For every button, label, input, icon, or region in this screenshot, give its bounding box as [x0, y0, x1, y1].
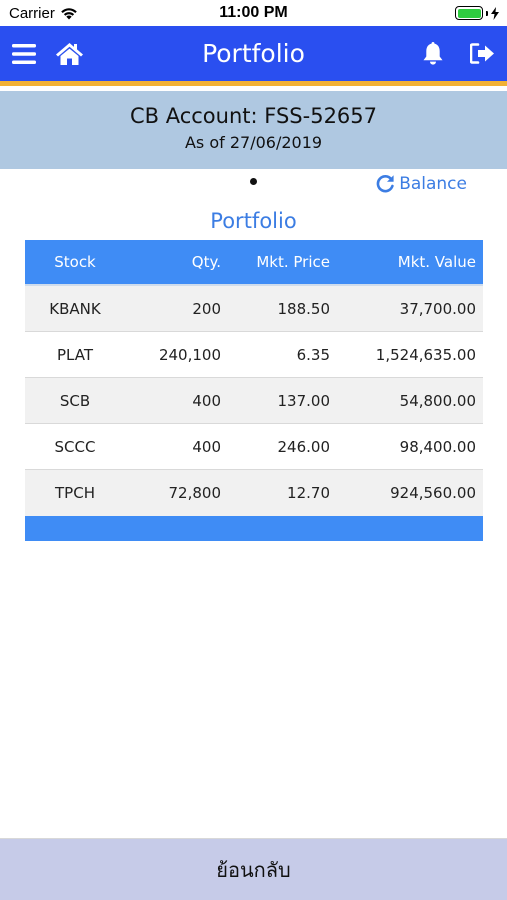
- qty-cell: 200: [192, 299, 221, 318]
- column-header-mkt-value: Mkt. Value: [397, 253, 476, 271]
- price-cell: 137.00: [277, 391, 331, 410]
- account-header: CB Account: FSS-52657 As of 27/06/2019: [0, 91, 507, 169]
- value-cell: 54,800.00: [399, 391, 476, 410]
- price-cell: 6.35: [296, 345, 330, 364]
- home-icon: [55, 42, 83, 65]
- table-row[interactable]: SCB 400 137.00 54,800.00: [25, 378, 483, 424]
- table-row[interactable]: KBANK 200 188.50 37,700.00: [25, 286, 483, 332]
- stock-cell: SCB: [59, 391, 91, 410]
- status-bar: Carrier 11:00 PM: [0, 0, 507, 26]
- value-cell: 98,400.00: [399, 437, 476, 456]
- table-row[interactable]: TPCH 72,800 12.70 924,560.00: [25, 470, 483, 516]
- nav-bar: Portfolio: [0, 26, 507, 86]
- menu-button[interactable]: [12, 26, 36, 81]
- value-cell: 1,524,635.00: [375, 345, 476, 364]
- home-button[interactable]: [54, 26, 84, 81]
- balance-button[interactable]: Balance: [375, 174, 467, 194]
- price-cell: 246.00: [277, 437, 331, 456]
- notifications-button[interactable]: [421, 26, 445, 81]
- table-row[interactable]: SCCC 400 246.00 98,400.00: [25, 424, 483, 470]
- column-header-mkt-price: Mkt. Price: [256, 253, 330, 271]
- back-button[interactable]: ย้อนกลับ: [0, 838, 507, 900]
- charging-bolt-icon: [491, 6, 499, 20]
- account-number: CB Account: FSS-52657: [129, 104, 378, 128]
- stock-cell: PLAT: [56, 345, 93, 364]
- value-cell: 924,560.00: [390, 484, 476, 502]
- stock-cell: KBANK: [49, 299, 101, 318]
- column-header-stock: Stock: [54, 253, 96, 271]
- stock-cell: TPCH: [55, 484, 95, 502]
- qty-cell: 72,800: [168, 484, 222, 502]
- table-header: Stock Qty. Mkt. Price Mkt. Value: [25, 240, 483, 286]
- portfolio-table: Stock Qty. Mkt. Price Mkt. Value KBANK 2…: [25, 240, 483, 541]
- carrier-label: Carrier: [9, 5, 55, 22]
- back-label: ย้อนกลับ: [216, 857, 291, 882]
- price-cell: 188.50: [277, 299, 331, 318]
- page-title: Portfolio: [202, 39, 305, 68]
- stock-cell: SCCC: [54, 437, 96, 456]
- page-indicator-dot: [250, 178, 257, 185]
- qty-cell: 400: [192, 391, 221, 410]
- logout-icon: [469, 43, 494, 64]
- value-cell: 37,700.00: [399, 299, 476, 318]
- bell-icon: [423, 41, 443, 65]
- clock: 11:00 PM: [219, 4, 288, 21]
- table-row[interactable]: PLAT 240,100 6.35 1,524,635.00: [25, 332, 483, 378]
- battery-icon: [455, 6, 499, 20]
- column-header-qty: Qty.: [191, 253, 221, 271]
- carrier-info: Carrier: [9, 5, 78, 22]
- price-cell: 12.70: [287, 484, 330, 502]
- table-footer: [25, 516, 483, 541]
- menu-icon: [12, 43, 36, 64]
- section-title: Portfolio: [210, 209, 297, 233]
- as-of-date: As of 27/06/2019: [184, 133, 323, 152]
- qty-cell: 400: [192, 437, 221, 456]
- qty-cell: 240,100: [158, 345, 221, 364]
- refresh-icon: [376, 175, 394, 193]
- wifi-icon: [61, 8, 77, 20]
- logout-button[interactable]: [469, 26, 495, 81]
- balance-label: Balance: [399, 174, 467, 194]
